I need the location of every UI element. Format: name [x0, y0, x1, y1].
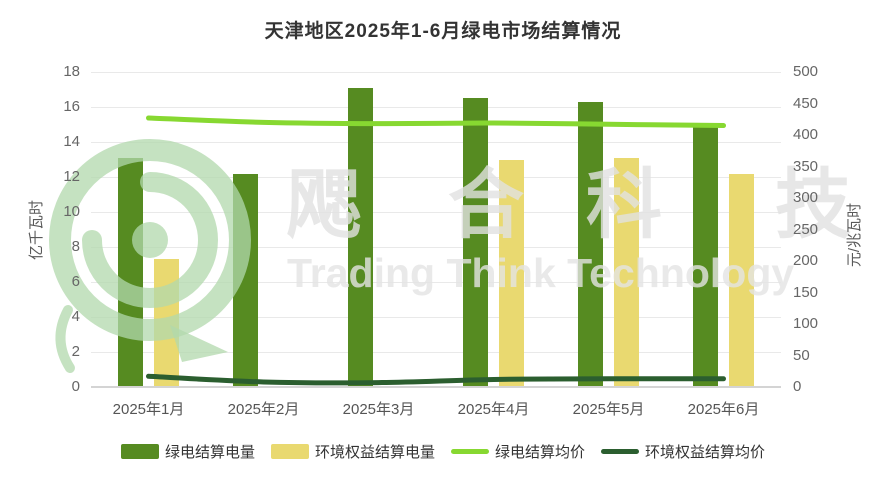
bar-env-rights-volume-4	[499, 159, 524, 386]
plot-area	[91, 72, 781, 388]
gridline	[91, 72, 781, 73]
y-axis-tick-left: 12	[63, 168, 80, 185]
gridline	[91, 212, 781, 213]
right-axis-title: 元/兆瓦时	[846, 202, 863, 268]
legend-swatch-green-power-volume	[120, 444, 159, 459]
y-axis-tick-left: 10	[63, 203, 80, 220]
legend-item-env-rights-price[interactable]: 环境权益结算均价	[601, 441, 765, 462]
chart-title: 天津地区2025年1-6月绿电市场结算情况	[264, 21, 622, 42]
legend-label-green-power-volume: 绿电结算电量	[164, 444, 255, 461]
y-axis-tick-right: 500	[793, 63, 819, 80]
gridline	[91, 177, 781, 178]
bar-env-rights-volume-6	[729, 173, 754, 386]
gridline	[91, 282, 781, 283]
line-series-layer	[146, 115, 726, 386]
y-axis-tick-right: 200	[793, 252, 819, 269]
gridline	[91, 107, 781, 108]
x-axis-label: 2025年5月	[572, 401, 645, 418]
line-green-power-price	[146, 115, 726, 129]
left-axis-title: 亿千瓦时	[28, 200, 45, 261]
y-axis-tick-right: 0	[793, 378, 802, 395]
legend-label-env-rights-price: 环境权益结算均价	[645, 444, 766, 461]
y-axis-tick-right: 400	[793, 126, 819, 143]
x-axis-label: 2025年2月	[227, 401, 300, 418]
line-env-rights-price	[146, 373, 726, 386]
y-axis-tick-right: 100	[793, 315, 819, 332]
x-axis-label: 2025年1月	[112, 401, 185, 418]
legend-label-env-rights-volume: 环境权益结算电量	[314, 444, 435, 461]
x-axis-label: 2025年6月	[687, 401, 760, 418]
y-axis-tick-left: 6	[71, 273, 80, 290]
y-axis-tick-right: 350	[793, 157, 819, 175]
y-axis-tick-left: 2	[71, 343, 80, 360]
x-axis-line	[91, 386, 781, 388]
gridline	[91, 352, 781, 353]
y-axis-tick-left: 16	[63, 98, 80, 115]
y-axis-tick-right: 450	[793, 94, 819, 112]
y-axis-tick-right: 150	[793, 283, 819, 301]
bar-green-power-volume-6	[693, 126, 718, 386]
gridline	[91, 317, 781, 318]
y-axis-tick-right: 250	[793, 220, 819, 238]
legend-swatch-env-rights-volume	[270, 444, 309, 459]
chart-legend: 绿电结算电量 环境权益结算电量 绿电结算均价 环境权益结算均价	[0, 441, 886, 462]
y-axis-tick-left: 8	[71, 238, 80, 255]
y-axis-tick-right: 300	[793, 189, 819, 206]
legend-swatch-env-rights-price	[601, 449, 640, 454]
bar-green-power-volume-5	[578, 101, 603, 386]
gridline	[91, 247, 781, 248]
bar-green-power-volume-4	[463, 98, 488, 386]
legend-item-env-rights-volume[interactable]: 环境权益结算电量	[270, 441, 435, 462]
legend-item-green-power-price[interactable]: 绿电结算均价	[451, 441, 585, 462]
x-axis-label: 2025年4月	[457, 401, 530, 418]
y-axis-tick-left: 14	[63, 133, 80, 150]
y-axis-tick-left: 18	[63, 63, 80, 80]
x-axis-label: 2025年3月	[342, 401, 415, 418]
y-axis-tick-left: 0	[71, 378, 80, 395]
bar-green-power-volume-3	[348, 87, 373, 386]
y-axis-tick-left: 4	[71, 308, 80, 325]
legend-item-green-power-volume[interactable]: 绿电结算电量	[120, 441, 255, 462]
gridline	[91, 142, 781, 143]
legend-swatch-green-power-price	[451, 449, 489, 454]
bar-env-rights-volume-5	[614, 157, 639, 386]
legend-label-green-power-price: 绿电结算均价	[495, 444, 586, 461]
y-axis-tick-right: 50	[793, 346, 810, 364]
